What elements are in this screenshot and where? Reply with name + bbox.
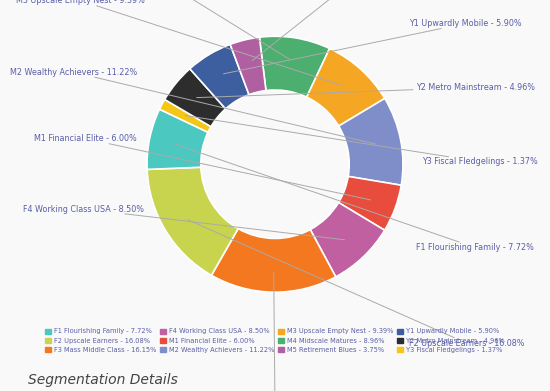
Text: M1 Financial Elite - 6.00%: M1 Financial Elite - 6.00%	[34, 134, 371, 200]
Wedge shape	[230, 37, 266, 95]
Wedge shape	[211, 229, 336, 292]
Wedge shape	[147, 167, 238, 275]
Wedge shape	[260, 36, 329, 97]
Legend: F1 Flourishing Family - 7.72%, F2 Upscale Earners - 16.08%, F3 Mass Middle Class: F1 Flourishing Family - 7.72%, F2 Upscal…	[44, 327, 506, 354]
Wedge shape	[310, 203, 384, 277]
Text: F2 Upscale Earners - 16.08%: F2 Upscale Earners - 16.08%	[188, 220, 525, 348]
Text: M3 Upscale Empty Nest - 9.39%: M3 Upscale Empty Nest - 9.39%	[15, 0, 343, 86]
Text: F1 Flourishing Family - 7.72%: F1 Flourishing Family - 7.72%	[175, 144, 534, 252]
Wedge shape	[164, 69, 225, 127]
Text: Segmentation Details: Segmentation Details	[28, 373, 177, 387]
Text: Y1 Upwardly Mobile - 5.90%: Y1 Upwardly Mobile - 5.90%	[223, 19, 522, 74]
Text: M2 Wealthy Achievers - 11.22%: M2 Wealthy Achievers - 11.22%	[9, 68, 376, 144]
Wedge shape	[190, 44, 249, 109]
Wedge shape	[160, 99, 211, 132]
Text: Y3 Fiscal Fledgelings - 1.37%: Y3 Fiscal Fledgelings - 1.37%	[185, 115, 538, 166]
Wedge shape	[339, 176, 402, 230]
Text: F4 Working Class USA - 8.50%: F4 Working Class USA - 8.50%	[24, 204, 345, 240]
Wedge shape	[339, 99, 403, 185]
Wedge shape	[307, 48, 385, 126]
Text: M5 Retirement Blues - 3.75%: M5 Retirement Blues - 3.75%	[252, 0, 463, 61]
Text: F3 Mass Middle Class - 16.15%: F3 Mass Middle Class - 16.15%	[213, 272, 337, 391]
Text: Y2 Metro Mainstream - 4.96%: Y2 Metro Mainstream - 4.96%	[196, 83, 535, 98]
Wedge shape	[147, 109, 208, 169]
Text: M4 Midscale Matures - 8.96%: M4 Midscale Matures - 8.96%	[45, 0, 289, 59]
